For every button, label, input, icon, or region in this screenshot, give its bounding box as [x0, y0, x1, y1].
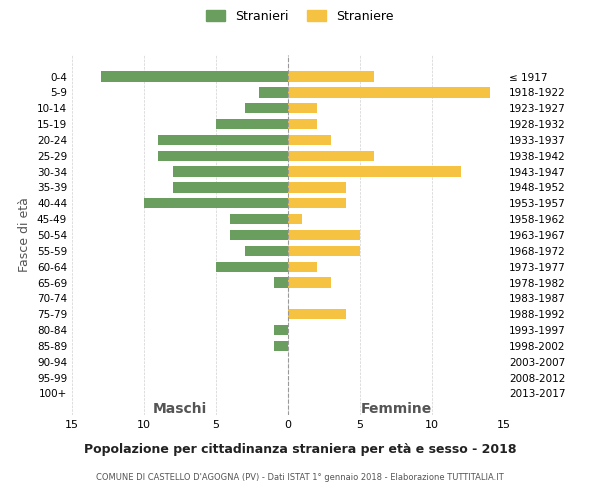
Bar	[288, 278, 331, 287]
Bar	[288, 214, 302, 224]
Bar	[158, 150, 288, 161]
Bar	[173, 166, 288, 177]
Bar	[288, 150, 374, 161]
Bar	[288, 182, 346, 192]
Bar	[245, 246, 288, 256]
Bar	[288, 230, 360, 240]
Bar	[288, 262, 317, 272]
Bar	[245, 103, 288, 114]
Bar	[288, 135, 331, 145]
Bar	[288, 119, 317, 129]
Bar	[216, 119, 288, 129]
Bar	[101, 72, 288, 82]
Bar	[230, 214, 288, 224]
Bar	[288, 246, 360, 256]
Bar	[274, 341, 288, 351]
Bar	[288, 87, 490, 98]
Bar	[230, 230, 288, 240]
Bar	[288, 309, 346, 320]
Bar	[274, 278, 288, 287]
Y-axis label: Fasce di età: Fasce di età	[19, 198, 31, 272]
Bar	[288, 103, 317, 114]
Bar	[259, 87, 288, 98]
Text: Popolazione per cittadinanza straniera per età e sesso - 2018: Popolazione per cittadinanza straniera p…	[84, 442, 516, 456]
Bar	[288, 198, 346, 208]
Bar	[288, 72, 374, 82]
Bar	[216, 262, 288, 272]
Bar	[144, 198, 288, 208]
Bar	[274, 325, 288, 335]
Bar	[158, 135, 288, 145]
Legend: Stranieri, Straniere: Stranieri, Straniere	[203, 6, 397, 26]
Text: Maschi: Maschi	[153, 402, 207, 416]
Bar	[173, 182, 288, 192]
Text: COMUNE DI CASTELLO D'AGOGNA (PV) - Dati ISTAT 1° gennaio 2018 - Elaborazione TUT: COMUNE DI CASTELLO D'AGOGNA (PV) - Dati …	[96, 472, 504, 482]
Bar	[288, 166, 461, 177]
Text: Femmine: Femmine	[361, 402, 431, 416]
